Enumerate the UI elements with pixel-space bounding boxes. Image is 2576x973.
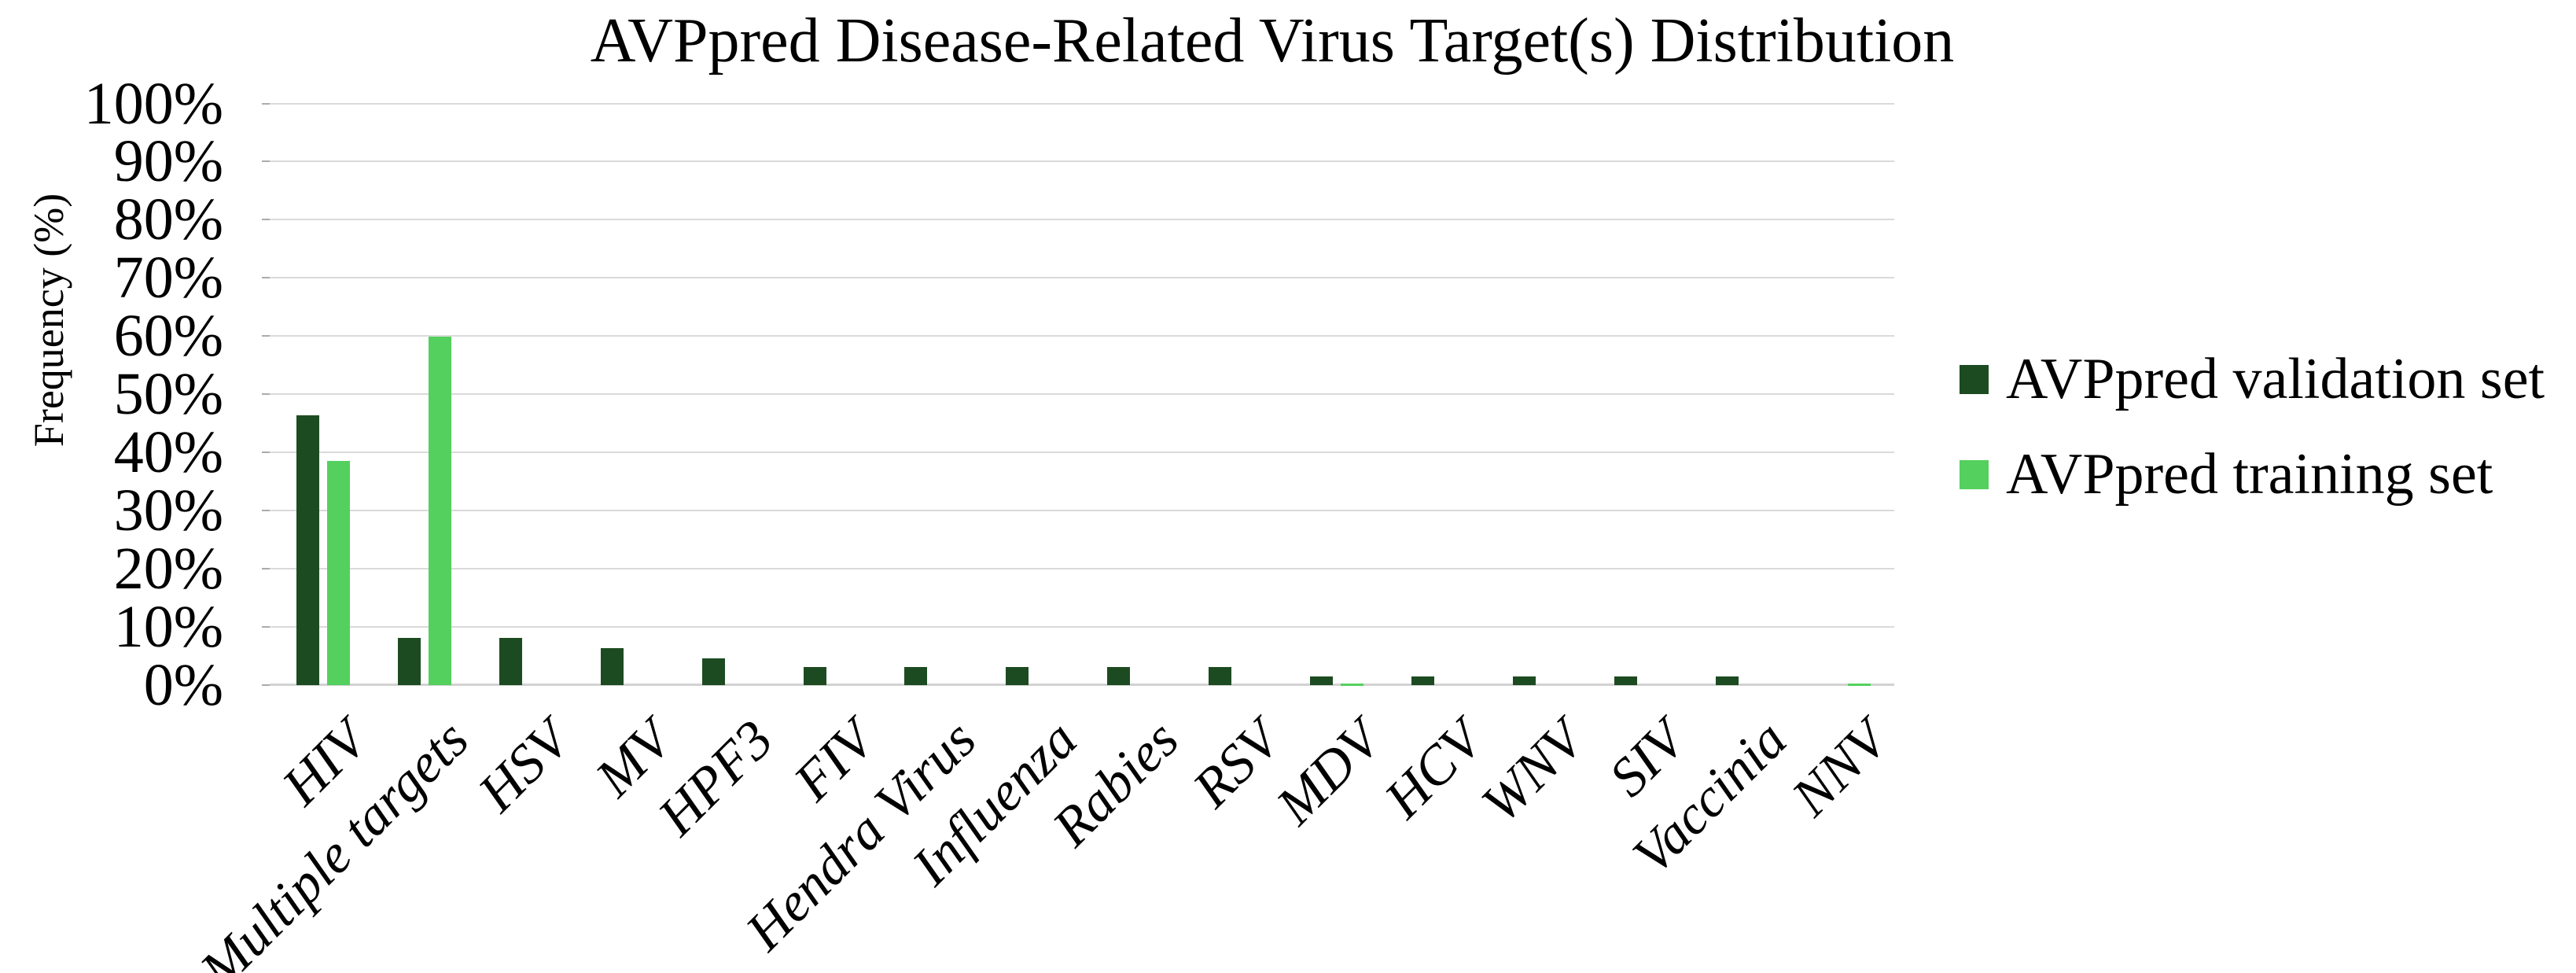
y-tick-mark-10%	[262, 625, 270, 628]
y-tick-label-10%: 10%	[113, 593, 223, 660]
validation-set-swatch-icon	[1960, 364, 1989, 394]
bar-validation-mdv	[1310, 676, 1333, 686]
y-tick-mark-70%	[262, 277, 270, 279]
gridline-50%	[270, 393, 1894, 395]
gridline-70%	[270, 277, 1894, 279]
bar-validation-influenza	[1006, 666, 1029, 686]
bar-validation-hcv	[1411, 676, 1434, 686]
gridline-60%	[270, 335, 1894, 337]
x-axis-label-wnv: WNV	[1470, 709, 1595, 835]
bar-training-hiv	[327, 460, 350, 686]
chart-title: AVPpred Disease-Related Virus Target(s) …	[590, 6, 1955, 76]
training-set-swatch-icon	[1960, 459, 1989, 489]
legend-label-training: AVPpred training set	[2006, 442, 2493, 507]
bar-validation-hsv	[499, 637, 522, 686]
x-axis-label-hcv: HCV	[1373, 709, 1494, 831]
bar-training-mdv	[1341, 683, 1363, 686]
bar-training-multiple-targets	[428, 337, 451, 686]
bar-training-nnv	[1847, 683, 1871, 686]
gridline-20%	[270, 567, 1894, 569]
x-axis-label-hsv: HSV	[467, 709, 582, 824]
y-tick-label-80%: 80%	[113, 186, 223, 253]
y-tick-label-70%: 70%	[113, 245, 223, 311]
y-tick-mark-100%	[262, 102, 270, 105]
bar-validation-fiv	[803, 666, 826, 686]
y-tick-mark-50%	[262, 393, 270, 395]
gridline-10%	[270, 625, 1894, 628]
y-tick-label-60%: 60%	[113, 303, 223, 370]
y-tick-mark-30%	[262, 509, 270, 511]
bar-validation-rsv	[1209, 666, 1232, 686]
gridline-80%	[270, 219, 1894, 221]
legend-item-training: AVPpred training set	[1960, 439, 2545, 510]
gridline-40%	[270, 451, 1894, 453]
bar-validation-wnv	[1512, 676, 1536, 686]
legend-label-validation: AVPpred validation set	[2006, 347, 2545, 411]
gridline-90%	[270, 160, 1894, 163]
gridline-100%	[270, 102, 1894, 105]
y-tick-label-40%: 40%	[113, 418, 223, 485]
legend-item-validation: AVPpred validation set	[1960, 344, 2545, 415]
y-tick-label-50%: 50%	[113, 361, 223, 427]
y-tick-mark-80%	[262, 219, 270, 221]
bar-validation-mv	[600, 648, 624, 686]
x-axis-label-nnv: NNV	[1780, 709, 1900, 828]
x-axis-label-mdv: MDV	[1265, 709, 1393, 837]
y-tick-label-20%: 20%	[113, 535, 223, 602]
y-tick-mark-20%	[262, 567, 270, 569]
bar-validation-hpf3	[701, 658, 725, 686]
bar-validation-multiple-targets	[397, 637, 421, 686]
bar-validation-hendra-virus	[904, 666, 928, 686]
x-axis-line	[270, 684, 1894, 686]
y-tick-mark-60%	[262, 335, 270, 337]
gridline-30%	[270, 509, 1894, 511]
y-tick-label-30%: 30%	[113, 477, 223, 544]
y-tick-mark-40%	[262, 451, 270, 453]
y-tick-label-90%: 90%	[113, 128, 223, 195]
y-tick-label-0%: 0%	[143, 651, 223, 718]
bar-validation-hiv	[296, 415, 319, 686]
y-tick-label-100%: 100%	[83, 70, 223, 137]
x-axis-label-hpf3: HPF3	[646, 709, 785, 848]
bar-validation-rabies	[1107, 666, 1131, 686]
legend: AVPpred validation set AVPpred training …	[1960, 344, 2545, 534]
bar-validation-siv	[1614, 676, 1637, 686]
y-tick-mark-0%	[262, 684, 270, 686]
bar-validation-vaccinia	[1715, 676, 1739, 686]
y-tick-mark-90%	[262, 160, 270, 163]
